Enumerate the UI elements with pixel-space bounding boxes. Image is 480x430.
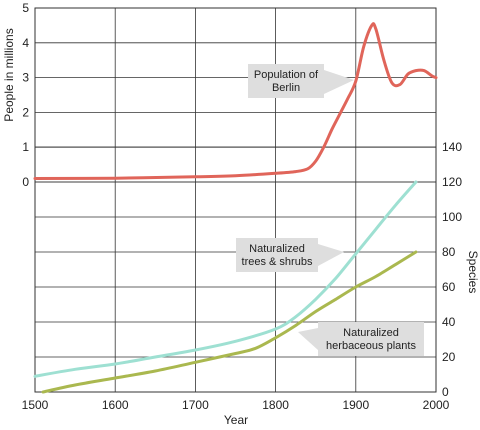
right-y-tick-label: 20 xyxy=(442,350,456,364)
right-y-tick-label: 60 xyxy=(442,280,456,294)
trees-shrubs-line xyxy=(33,180,418,378)
x-axis-label: Year xyxy=(224,413,248,427)
left-y-tick-label: 4 xyxy=(22,36,29,50)
callout-text: Naturalized xyxy=(343,327,399,339)
x-tick-label: 1800 xyxy=(262,398,289,412)
callout-pointer xyxy=(298,328,318,350)
callout-box xyxy=(236,238,318,272)
herbaceous-line xyxy=(41,250,418,394)
series-lines xyxy=(33,22,438,394)
right-y-tick-label: 120 xyxy=(442,175,462,189)
x-tick-label: 1700 xyxy=(182,398,209,412)
left-y-tick-label: 0 xyxy=(22,175,29,189)
x-tick-label: 1600 xyxy=(102,398,129,412)
callout-text: trees & shrubs xyxy=(242,256,313,268)
left-y-tick-label: 5 xyxy=(22,1,29,15)
callout-box xyxy=(318,322,424,356)
right-y-tick-label: 80 xyxy=(442,245,456,259)
left-y-tick-label: 2 xyxy=(22,105,29,119)
right-y-tick-label: 140 xyxy=(442,140,462,154)
x-tick-label: 1500 xyxy=(22,398,49,412)
left-y-tick-label: 1 xyxy=(22,140,29,154)
callout-text: Naturalized xyxy=(249,243,305,255)
callout-box xyxy=(248,64,324,98)
callout-text: Population of xyxy=(254,69,319,81)
callout-pointer xyxy=(324,70,354,94)
tick-labels: 1500 1600 1700 1800 1900 20000123450204060801… xyxy=(22,1,463,412)
left-y-axis-label: People in millions xyxy=(2,28,16,121)
x-tick-label: 1900 xyxy=(342,398,369,412)
x-tick-label: 2000 xyxy=(423,398,450,412)
right-y-tick-label: 100 xyxy=(442,210,462,224)
left-y-tick-label: 3 xyxy=(22,71,29,85)
callout-text: herbaceous plants xyxy=(326,340,416,352)
callout-text: Berlin xyxy=(272,82,300,94)
right-y-axis-label: Species xyxy=(466,251,480,294)
population-line xyxy=(33,22,438,180)
right-y-tick-label: 40 xyxy=(442,315,456,329)
right-y-tick-label: 0 xyxy=(442,385,449,399)
callout-pointer xyxy=(318,244,344,266)
